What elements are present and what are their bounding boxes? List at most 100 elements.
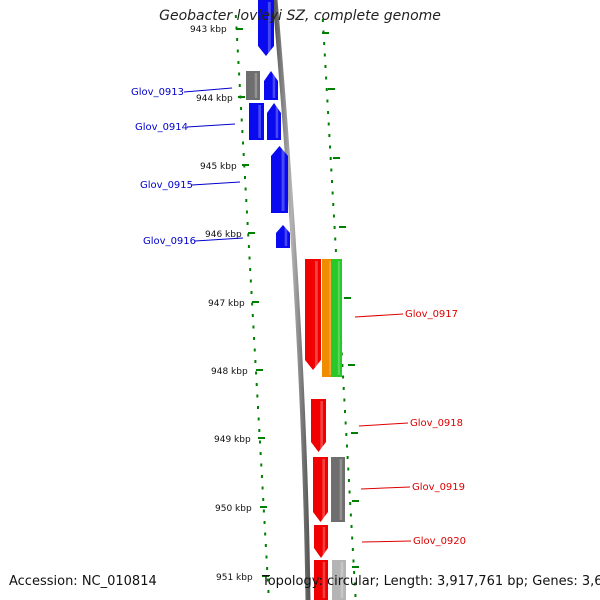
kbp-label: 948 kbp (211, 367, 248, 377)
gene-glov-0920-highlight (322, 527, 326, 556)
scale-tick (267, 590, 270, 593)
kbp-major-tick (258, 437, 265, 439)
scale-tick (347, 479, 350, 482)
scale-tick (341, 364, 344, 367)
gene-glov-0916-body (276, 225, 290, 248)
kbp-major-tick (248, 232, 255, 234)
scale-tick (347, 467, 350, 471)
gene-label-6[interactable]: Glov_0918 (410, 418, 463, 429)
kbp-major-tick (262, 575, 269, 577)
scale-tick (329, 145, 332, 149)
gene-glov-0920[interactable] (314, 525, 328, 558)
scale-tick (325, 88, 328, 91)
scale-tick (261, 486, 264, 490)
gene-glov-0914a-body (249, 103, 264, 140)
scale-tick (236, 49, 239, 53)
gene-glov-0915[interactable] (271, 146, 288, 213)
kbp-major-tick (260, 506, 267, 508)
scale-tick (343, 398, 346, 402)
scale-tick (260, 463, 263, 467)
gene-glov-0919[interactable] (313, 457, 328, 522)
gene-label-8[interactable]: Glov_0920 (413, 536, 466, 547)
scale-tick (262, 498, 265, 501)
scale-tick (348, 490, 351, 494)
scale-tick (238, 84, 241, 87)
gene-label-7[interactable]: Glov_0919 (412, 482, 465, 493)
gene-gray-0919-highlight (339, 459, 343, 520)
scale-tick (330, 168, 333, 172)
scale-tick (240, 107, 243, 110)
gene-gray-0913a-highlight (254, 73, 258, 98)
gene-gray-0913a[interactable] (246, 71, 260, 100)
gene-block-top-body (258, 0, 274, 56)
kbp-major-tick (333, 157, 340, 159)
scale-tick (247, 233, 250, 237)
gene-block-top[interactable] (258, 0, 274, 56)
scale-tick (344, 410, 347, 413)
gene-glov-0917-green-highlight (337, 261, 340, 375)
gene-glov-0917-green[interactable] (331, 259, 342, 377)
scale-tick (334, 249, 337, 252)
scale-tick (326, 99, 329, 103)
gene-label-2[interactable]: Glov_0914 (135, 122, 188, 133)
gene-bottom-gray[interactable] (332, 560, 346, 600)
gene-label-1[interactable]: Glov_0913 (131, 87, 184, 98)
kbp-label: 951 kbp (216, 573, 253, 583)
scale-tick (263, 521, 266, 524)
scale-tick (323, 42, 326, 45)
kbp-label: 949 kbp (214, 435, 251, 445)
scale-tick (344, 421, 347, 425)
scale-tick (327, 111, 330, 114)
scale-tick (332, 214, 335, 218)
gene-glov-0914b[interactable] (267, 103, 281, 140)
gene-bottom-red[interactable] (314, 560, 328, 600)
gene-glov-0920-body (314, 525, 328, 558)
gene-glov-0914b-body (267, 103, 281, 140)
gene-gray-0919[interactable] (331, 457, 345, 522)
scale-tick (243, 176, 246, 179)
scale-tick (353, 582, 356, 586)
gene-glov-0917[interactable] (305, 259, 321, 370)
gene-glov-0914a-highlight (258, 105, 261, 138)
gene-bottom-red-highlight (322, 562, 326, 598)
gene-features[interactable] (246, 0, 346, 600)
gene-leader-line (183, 87, 233, 93)
kbp-major-tick (252, 301, 259, 303)
scale-tick (238, 72, 241, 76)
kbp-major-tick (256, 369, 263, 371)
gene-glov-0914a[interactable] (249, 103, 264, 140)
scale-tick (342, 375, 345, 379)
gene-gray-0919-body (331, 457, 345, 522)
kbp-major-tick (238, 96, 245, 98)
gene-glov-0913[interactable] (264, 71, 278, 100)
kbp-major-tick (322, 32, 329, 34)
kbp-label: 945 kbp (200, 162, 237, 172)
gene-label-5[interactable]: Glov_0917 (405, 309, 458, 320)
gene-glov-0917-body (305, 259, 321, 370)
gene-glov-0918[interactable] (311, 399, 326, 452)
gene-label-4[interactable]: Glov_0916 (143, 236, 196, 247)
scale-tick (345, 433, 348, 436)
scale-tick (323, 53, 326, 57)
scale-tick (325, 76, 328, 80)
scale-tick (351, 548, 354, 551)
gene-label-3[interactable]: Glov_0915 (140, 180, 193, 191)
scale-tick (249, 279, 252, 283)
topology-label: Topology: circular; Length: 3,917,761 bp… (262, 574, 600, 589)
gene-glov-0913-highlight (272, 73, 276, 98)
scale-tick (345, 444, 348, 448)
scale-tick (236, 38, 239, 41)
scale-tick (266, 567, 269, 570)
kbp-major-tick (352, 500, 359, 502)
gene-glov-0916[interactable] (276, 225, 290, 248)
gene-labels[interactable]: Glov_0913 Glov_0914 Glov_0915 Glov_0916 Glov… (131, 87, 466, 547)
scale-tick (324, 65, 327, 68)
kbp-major-tick (339, 226, 346, 228)
scale-tick (247, 245, 250, 248)
scale-tick (350, 525, 353, 528)
gene-glov-0918-body (311, 399, 326, 452)
scale-tick (242, 153, 245, 156)
scale-tick (329, 157, 332, 160)
